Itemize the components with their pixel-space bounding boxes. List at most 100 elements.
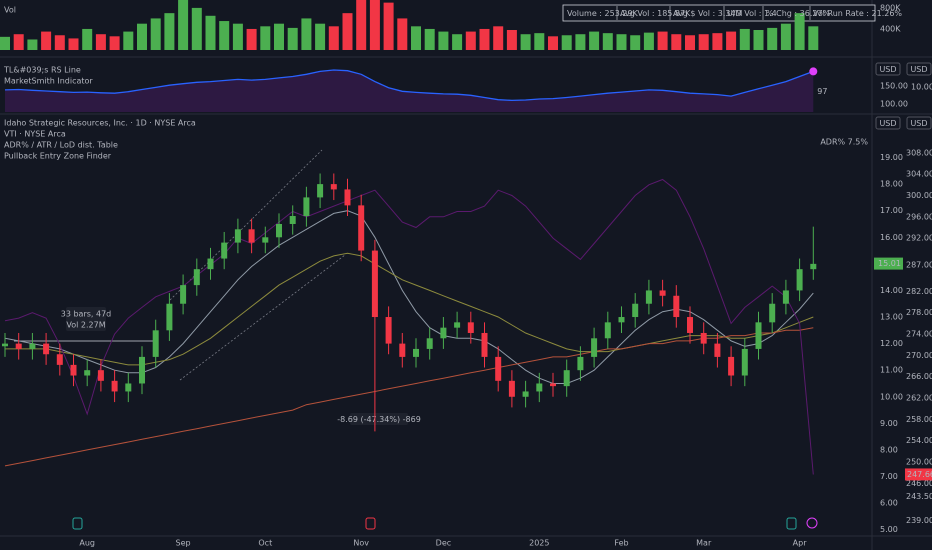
volume-bar (589, 31, 600, 50)
y2-tick-label: 308.00 (906, 148, 932, 157)
volume-bar (383, 2, 394, 50)
volume-bar (520, 34, 531, 50)
y-tick-label: 5.00 (880, 525, 898, 534)
candle-body (371, 250, 378, 318)
candle-body (426, 338, 433, 349)
y-tick-label: 17.00 (880, 206, 903, 215)
measure-box (66, 307, 106, 331)
earnings-icons[interactable] (72, 517, 818, 530)
candle-body (769, 303, 776, 323)
candle-body (111, 380, 118, 392)
x-tick-label: 2025 (529, 539, 549, 548)
volume-bar (726, 31, 737, 50)
volume-bar (41, 31, 52, 50)
candle-body (207, 258, 214, 270)
y-tick-label: 150.00 (880, 81, 908, 90)
y2-tick-label: 10.00 (911, 83, 932, 92)
volume-bar (109, 36, 120, 50)
symbol-title: Idaho Strategic Resources, Inc. · 1D · N… (4, 119, 196, 128)
candle-body (645, 290, 652, 304)
candle-body (467, 322, 474, 333)
volume-bar (246, 28, 257, 50)
candle-body (618, 317, 625, 323)
currency[interactable]: USD (910, 65, 927, 74)
volume-bar (232, 23, 243, 50)
currency[interactable]: USD (879, 119, 896, 128)
candle-body (193, 269, 200, 286)
candle-body (700, 332, 707, 344)
currency[interactable]: USD (910, 119, 927, 128)
candle-body (632, 303, 639, 318)
currency-box[interactable] (875, 116, 901, 130)
candle-body (2, 343, 8, 347)
volume-bar (397, 18, 408, 50)
candle-body (687, 317, 693, 333)
volume-bar (137, 23, 147, 50)
volume-bar (13, 34, 24, 50)
y2-tick-label: 239.00 (906, 516, 932, 525)
currency-box[interactable] (906, 116, 932, 130)
candle-body (166, 303, 173, 331)
earnings-icon[interactable] (72, 517, 83, 530)
indicator-name: ADR% / ATR / LoD dist. Table (4, 141, 118, 150)
volume-bar (68, 38, 79, 50)
candle-body (139, 356, 145, 384)
candle-body (673, 295, 680, 318)
volume-bar (465, 31, 476, 50)
y-tick-label: 400K (880, 24, 901, 33)
x-tick-label: Dec (436, 539, 451, 548)
candle-body (481, 332, 488, 357)
currency-box[interactable] (906, 62, 932, 76)
candle-body (440, 327, 447, 339)
rs-title: TL&#039;s RS Line (3, 66, 81, 75)
earnings-icon[interactable] (786, 517, 797, 530)
volume-title: Vol (4, 6, 16, 15)
volume-bar (698, 34, 709, 50)
stat: U/D Vol : 1.4 (727, 9, 777, 18)
rs-area (5, 70, 814, 112)
candle-body (125, 383, 132, 392)
candle-body (221, 242, 228, 259)
candle-body (755, 322, 762, 349)
y2-tag (905, 468, 932, 481)
y-tick-label: 11.00 (880, 366, 903, 375)
y-tick-label: 16.00 (880, 233, 903, 242)
volume-bar (260, 26, 271, 50)
candle-body (741, 348, 748, 376)
y-tick-label: 9.00 (880, 419, 898, 428)
candle-body (522, 391, 529, 397)
y2-tag-label: 247.66 (907, 470, 932, 479)
volume-bar (164, 13, 175, 51)
currency-box[interactable] (875, 62, 901, 76)
dividend-icon[interactable] (806, 517, 818, 529)
volume-bar (657, 31, 668, 50)
channel-line (179, 254, 346, 381)
volume-bar (178, 0, 189, 51)
volume-bar (808, 26, 819, 50)
rs-subtitle: MarketSmith Indicator (4, 77, 93, 86)
price-tag (874, 257, 903, 270)
volume-bar (150, 18, 161, 50)
volume-bar (739, 28, 750, 50)
stat: Avg Vol : 185.87K (620, 9, 691, 18)
candle-body (659, 290, 666, 296)
y2-tick-label: 266.00 (906, 372, 932, 381)
currency[interactable]: USD (879, 65, 896, 74)
volume-bar (685, 35, 695, 50)
x-tick-label: Nov (353, 539, 369, 548)
volume-bar (671, 34, 682, 50)
volume-bar (369, 0, 380, 50)
candle-body (782, 290, 789, 304)
candle-body (84, 370, 91, 376)
rs-rating: 97 (817, 87, 827, 96)
candle-body (234, 229, 241, 243)
y-tick-label: 12.00 (880, 339, 903, 348)
volume-bar (616, 34, 627, 50)
volume-bar (767, 27, 778, 50)
volume-bar (630, 35, 641, 50)
rs-high-dot (809, 67, 818, 76)
earnings-icon[interactable] (365, 517, 376, 530)
x-tick-label: Oct (258, 539, 272, 548)
y2-tick-label: 304.00 (906, 170, 932, 179)
